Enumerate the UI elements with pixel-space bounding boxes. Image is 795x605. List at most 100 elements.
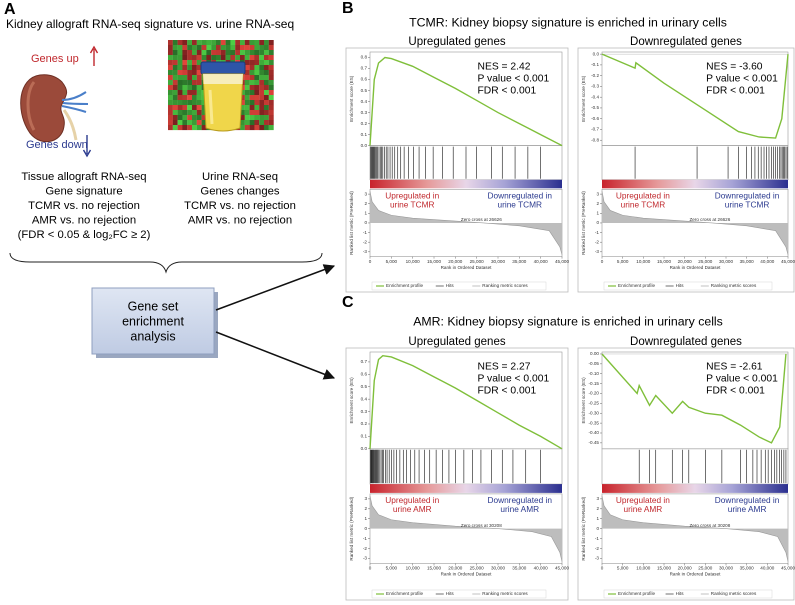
heatmap-cell: [264, 40, 269, 46]
heatmap-cell: [244, 90, 250, 96]
legend-label: Ranking metric scores: [482, 591, 528, 596]
heatmap-cell: [216, 45, 221, 51]
heatmap-cell: [187, 90, 193, 96]
heatmap-cell: [259, 50, 265, 56]
panel-label: A: [4, 1, 16, 18]
heatmap-cell: [177, 70, 183, 76]
x-tick-label: 10,000: [406, 259, 420, 264]
heatmap-cell: [259, 125, 265, 131]
heatmap-cell: [196, 80, 202, 86]
x-tick-label: 30,000: [719, 259, 733, 264]
metric-curve: [601, 191, 789, 255]
heatmap-cell: [177, 40, 183, 46]
y-tick-label: -0.05: [589, 361, 600, 366]
metric-y-tick-label: -2: [363, 239, 368, 244]
metric-y-tick-label: -2: [595, 546, 600, 551]
heatmap-cell: [168, 65, 173, 71]
heatmap-cell: [216, 55, 221, 61]
heatmap-cell: [192, 50, 197, 56]
heatmap-cell: [201, 120, 207, 126]
heatmap-cell: [259, 110, 265, 116]
heatmap-cell: [177, 65, 183, 71]
heatmap-cell: [177, 120, 183, 126]
x-axis-label: Rank in Ordered Dataset: [441, 572, 493, 577]
heatmap-cell: [249, 75, 255, 81]
heatmap-cell: [168, 90, 173, 96]
legend-label: Hits: [446, 591, 455, 596]
heatmap-cell: [196, 110, 202, 116]
heatmap-cell: [225, 55, 231, 61]
heatmap-cell: [249, 105, 255, 111]
heatmap-cell: [168, 120, 173, 126]
zero-cross: Zero cross at 26626: [461, 217, 502, 222]
heatmap-cell: [177, 115, 183, 121]
heatmap-cell: [259, 65, 265, 71]
metric-y-tick-label: 3: [364, 496, 367, 501]
up-label: urine AMR: [624, 504, 663, 514]
y-axis-label: Enrichment score (ES): [581, 75, 586, 122]
x-tick-label: 45,000: [555, 259, 569, 264]
metric-axis-label: Ranked list metric (PreRanked): [349, 191, 354, 255]
heatmap-cell: [177, 125, 183, 131]
metric-curve: [601, 495, 789, 562]
heatmap-cell: [196, 100, 202, 106]
heatmap-cell: [240, 120, 245, 126]
heatmap-cell: [268, 70, 274, 76]
heatmap-cell: [268, 120, 274, 126]
y-tick-label: -0.8: [591, 137, 599, 142]
colorbar: [602, 484, 788, 493]
up-label: Upregulated in: [385, 495, 439, 505]
y-tick-label: -0.4: [591, 94, 599, 99]
box-text: Gene set: [128, 299, 179, 313]
genes-down: Genes down: [26, 139, 88, 151]
heatmap-cell: [172, 110, 178, 116]
enrichment-curve: [601, 353, 787, 444]
metric-y-tick-label: 1: [596, 211, 599, 216]
heatmap-cell: [230, 50, 236, 56]
legend-label: Enrichment profile: [386, 591, 423, 596]
heatmap-cell: [192, 115, 197, 121]
heatmap-cell: [177, 85, 183, 91]
legend-label: Hits: [446, 283, 455, 288]
metric-y-tick-label: -2: [363, 546, 368, 551]
heatmap-cell: [211, 55, 217, 61]
heatmap-cell: [196, 55, 202, 61]
heatmap-cell: [264, 70, 269, 76]
panel-label: B: [342, 0, 354, 17]
heatmap-cell: [192, 75, 197, 81]
gsea-plot: Upregulated genes 0.0 0.1 0.2 0.3 0.4 0.5 0.6 0.…: [345, 336, 569, 601]
heatmap-cell: [192, 80, 197, 86]
heatmap-cell: [201, 105, 207, 111]
heatmap-cell: [259, 60, 265, 66]
heatmap-cell: [168, 45, 173, 51]
heatmap-cell: [201, 45, 207, 51]
x-tick-label: 40,000: [760, 259, 774, 264]
heatmap-cell: [249, 120, 255, 126]
heatmap-cell: [249, 60, 255, 66]
heatmap-cell: [201, 100, 207, 106]
y-tick-label: 0.6: [361, 372, 368, 377]
legend-label: Ranking metric scores: [711, 591, 757, 596]
heatmap-cell: [268, 85, 274, 91]
heatmap-cell: [254, 70, 260, 76]
heatmap-cell: [177, 75, 183, 81]
heatmap-cell: [182, 65, 188, 71]
heatmap-cell: [201, 125, 207, 131]
heatmap-cell: [264, 110, 269, 116]
y-tick-label: 0.4: [361, 99, 368, 104]
heatmap-cell: [240, 125, 245, 131]
stats-text: FDR < 0.001: [478, 386, 537, 397]
heatmap-cell: [172, 95, 178, 101]
down-label: urine TCMR: [497, 199, 542, 209]
x-tick-label: 40,000: [760, 566, 774, 571]
heatmap-cell: [196, 95, 202, 101]
heatmap-cell: [168, 125, 173, 131]
heatmap-cell: [168, 105, 173, 111]
heatmap-cell: [249, 85, 255, 91]
y-tick-label: 0.0: [361, 446, 368, 451]
metric-y-tick-label: -1: [363, 536, 368, 541]
gsea-plot: Upregulated genes 0.0 0.1 0.2 0.3 0.4 0.5 0.6 0.…: [345, 36, 569, 293]
heatmap-cell: [220, 40, 226, 46]
heatmap-cell: [196, 45, 202, 51]
